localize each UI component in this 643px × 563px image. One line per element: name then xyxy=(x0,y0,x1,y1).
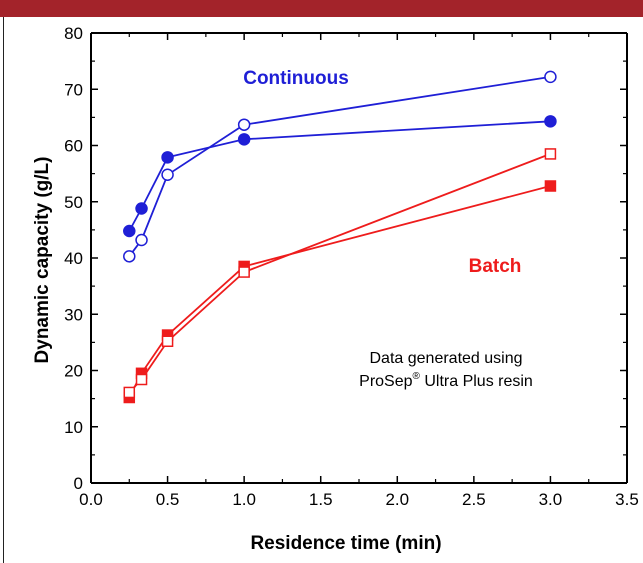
left-border-line xyxy=(3,17,4,563)
x-tick-label: 2.0 xyxy=(385,490,409,509)
x-tick-label: 0.0 xyxy=(79,490,103,509)
annotation-line-2: ProSep® Ultra Plus resin xyxy=(359,371,533,390)
x-tick-label: 0.5 xyxy=(156,490,180,509)
data-point-filled-circle xyxy=(544,115,557,128)
continuous-circle-filled-series xyxy=(123,115,557,238)
data-point-open-circle xyxy=(161,168,174,181)
top-color-bar xyxy=(0,0,643,17)
data-point-open-circle xyxy=(237,118,251,131)
data-series xyxy=(123,70,557,404)
data-point-open-circle xyxy=(123,250,136,263)
batch-square-open-series xyxy=(123,148,557,399)
data-point-filled-square xyxy=(544,180,557,192)
data-point-filled-circle xyxy=(135,202,148,215)
y-tick-label: 10 xyxy=(64,418,83,437)
data-point-open-square xyxy=(161,335,174,347)
y-tick-label: 50 xyxy=(64,193,83,212)
x-tick-label: 1.5 xyxy=(309,490,333,509)
x-tick-label: 2.5 xyxy=(462,490,486,509)
data-point-open-square xyxy=(135,373,148,386)
y-tick-label: 30 xyxy=(64,305,83,324)
annotation-resin-brand: ProSep xyxy=(359,373,412,390)
annotation-resin-name: Ultra Plus resin xyxy=(420,373,533,390)
x-tick-label: 3.5 xyxy=(615,490,639,509)
batch-group-label: Batch xyxy=(469,256,522,277)
y-tick-label: 60 xyxy=(64,137,83,156)
y-tick-label: 20 xyxy=(64,362,83,381)
data-point-open-square xyxy=(544,148,557,160)
batch-square-filled-series xyxy=(123,180,557,404)
y-tick-label: 80 xyxy=(64,24,83,43)
x-tick-label: 3.0 xyxy=(539,490,563,509)
x-tick-label: 1.0 xyxy=(232,490,256,509)
x-axis-title: Residence time (min) xyxy=(250,533,441,554)
y-tick-label: 40 xyxy=(64,249,83,268)
data-point-open-circle xyxy=(135,233,148,247)
y-tick-label: 0 xyxy=(74,474,83,493)
annotation-line-1: Data generated using xyxy=(370,350,523,367)
series-line xyxy=(128,120,551,232)
continuous-circle-open-series xyxy=(123,70,557,263)
axis-ticks: 0 10 20 30 40 50 60 70 80 0.0 0.5 1.0 1.5 2.0 2.5 3.0 3.… xyxy=(64,24,639,509)
data-point-filled-circle xyxy=(237,133,251,146)
y-tick-label: 70 xyxy=(64,80,83,99)
axes xyxy=(90,32,628,484)
data-point-open-circle xyxy=(544,70,557,84)
data-point-filled-circle xyxy=(123,224,136,238)
data-point-open-square xyxy=(123,386,136,399)
series-line xyxy=(128,76,551,257)
data-point-filled-circle xyxy=(161,151,174,164)
continuous-group-label: Continuous xyxy=(243,68,349,89)
y-axis-title: Dynamic capacity (g/L) xyxy=(32,157,53,364)
data-point-open-square xyxy=(238,266,250,278)
annotation-registered-mark: ® xyxy=(413,371,421,382)
